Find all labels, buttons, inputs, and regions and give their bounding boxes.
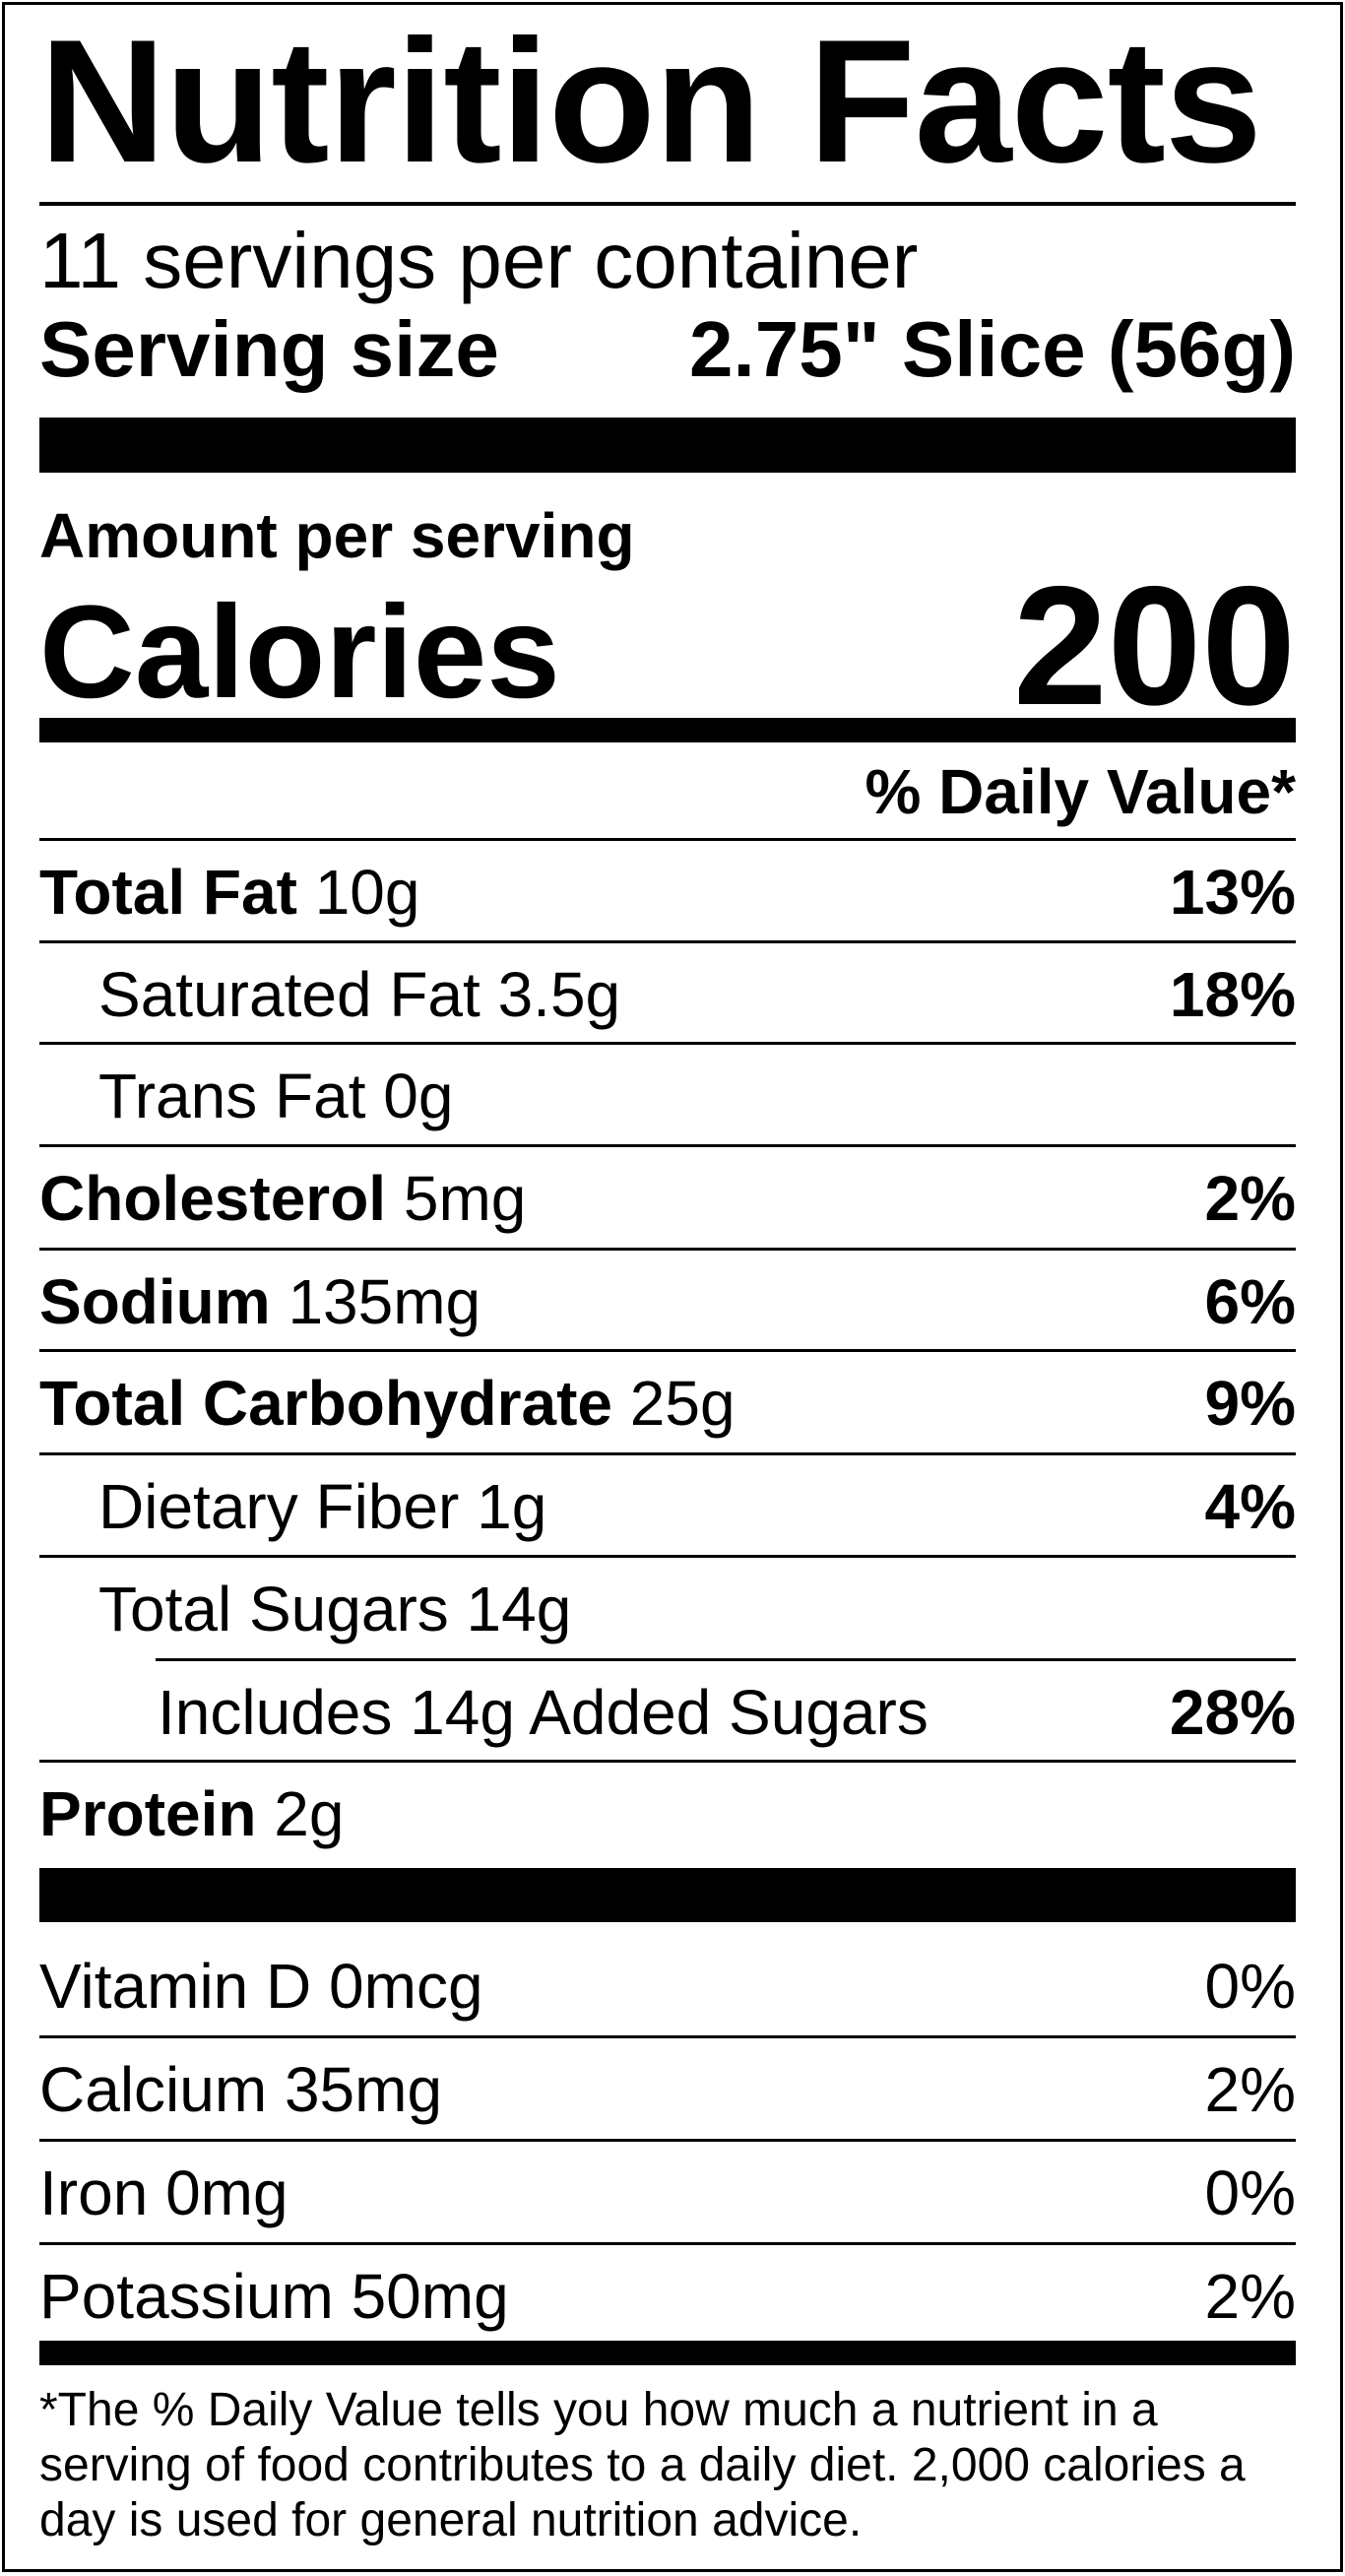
nutrient-name-amount: Trans Fat 0g	[39, 1060, 453, 1132]
vitamin-name: Potassium	[39, 2261, 334, 2332]
vitamin-daily-value: 0%	[1204, 1951, 1297, 2022]
nutrient-row: Total Sugars 14g	[39, 1558, 1296, 1660]
nutrient-name-amount: Total Carbohydrate 25g	[39, 1367, 736, 1440]
vitamin-daily-value: 0%	[1204, 2157, 1297, 2228]
nutrient-row: Includes 14g Added Sugars 28%	[39, 1661, 1296, 1764]
nutrient-row: Dietary Fiber 1g 4%	[39, 1455, 1296, 1558]
vitamin-daily-value: 2%	[1204, 2261, 1297, 2332]
row-divider	[39, 1248, 1296, 1251]
vitamin-name: Iron	[39, 2157, 149, 2228]
row-divider	[156, 1658, 1296, 1661]
serving-size-label: Serving size	[39, 305, 499, 393]
vitamin-amount: 0mcg	[329, 1951, 483, 2022]
nutrient-daily-value: 4%	[1204, 1471, 1297, 1542]
thick-bar-vitamins	[39, 1868, 1296, 1922]
vitamin-amount: 50mg	[351, 2261, 509, 2332]
thick-bar-top	[39, 418, 1296, 473]
nutrient-daily-value: 2%	[1204, 1163, 1297, 1234]
daily-value-header: % Daily Value*	[865, 756, 1296, 827]
nutrient-row: Saturated Fat 3.5g 18%	[39, 943, 1296, 1046]
nutrient-daily-value: 6%	[1204, 1266, 1297, 1337]
vitamin-name: Calcium	[39, 2054, 268, 2125]
footnote-line: day is used for general nutrition advice…	[39, 2494, 863, 2546]
nutrient-amount: 1g	[459, 1471, 547, 1542]
vitamin-name-amount: Calcium 35mg	[39, 2053, 442, 2126]
row-divider	[39, 1760, 1296, 1763]
vitamin-name-amount: Potassium 50mg	[39, 2260, 509, 2333]
nutrient-name: Trans Fat	[98, 1061, 366, 1131]
nutrient-name: Sodium	[39, 1266, 271, 1337]
vitamin-row: Calcium 35mg 2%	[39, 2038, 1296, 2141]
nutrient-name-amount: Sodium 135mg	[39, 1265, 480, 1338]
nutrient-name: Total Fat	[39, 857, 297, 928]
nutrient-name-amount: Includes 14g Added Sugars	[39, 1676, 929, 1749]
calories-label: Calories	[39, 579, 560, 726]
nutrient-row: Trans Fat 0g	[39, 1045, 1296, 1147]
nutrient-name: Protein	[39, 1778, 257, 1849]
nutrient-daily-value: 28%	[1169, 1677, 1296, 1748]
row-divider	[39, 1452, 1296, 1455]
nutrient-name-amount: Dietary Fiber 1g	[39, 1470, 546, 1543]
nutrient-row: Cholesterol 5mg 2%	[39, 1147, 1296, 1250]
vitamin-amount: 35mg	[284, 2054, 443, 2125]
nutrient-amount: 135mg	[270, 1266, 481, 1337]
label-title: Nutrition Facts	[39, 3, 1262, 199]
nutrient-amount: 3.5g	[480, 959, 621, 1030]
row-divider	[39, 2035, 1296, 2038]
nutrient-row: Protein 2g	[39, 1763, 1296, 1865]
calories-value: 200	[1013, 551, 1296, 741]
row-divider	[39, 1555, 1296, 1558]
title-rule	[39, 202, 1296, 206]
row-divider	[39, 2139, 1296, 2142]
row-divider	[39, 940, 1296, 943]
nutrient-amount: 0g	[365, 1061, 454, 1131]
nutrient-amount: 2g	[256, 1778, 345, 1849]
vitamin-row: Vitamin D 0mcg 0%	[39, 1935, 1296, 2037]
vitamin-name-amount: Vitamin D 0mcg	[39, 1950, 483, 2023]
footnote-line: serving of food contributes to a daily d…	[39, 2439, 1246, 2491]
vitamin-row: Potassium 50mg 2%	[39, 2245, 1296, 2348]
row-divider	[39, 838, 1296, 841]
nutrient-name-amount: Total Fat 10g	[39, 856, 419, 929]
servings-per-container: 11 servings per container	[39, 217, 919, 304]
row-divider	[39, 2242, 1296, 2245]
row-divider	[39, 1144, 1296, 1147]
row-divider	[39, 1349, 1296, 1352]
vitamin-row: Iron 0mg 0%	[39, 2142, 1296, 2244]
serving-size-value: 2.75" Slice (56g)	[688, 305, 1296, 393]
vitamin-amount: 0mg	[165, 2157, 288, 2228]
nutrient-amount: 14g	[448, 1574, 572, 1644]
nutrient-row: Total Carbohydrate 25g 9%	[39, 1352, 1296, 1454]
nutrient-amount: 10g	[296, 857, 420, 928]
nutrient-name: Total Carbohydrate	[39, 1368, 612, 1439]
nutrient-name: Dietary Fiber	[98, 1471, 460, 1542]
nutrient-daily-value: 18%	[1169, 959, 1296, 1030]
calories-bar	[39, 718, 1296, 742]
nutrient-name-amount: Saturated Fat 3.5g	[39, 958, 620, 1031]
thick-bar-bottom	[39, 2341, 1296, 2365]
vitamin-name-amount: Iron 0mg	[39, 2157, 288, 2229]
nutrient-daily-value: 9%	[1204, 1368, 1297, 1439]
nutrient-row: Sodium 135mg 6%	[39, 1251, 1296, 1353]
nutrient-name-amount: Protein 2g	[39, 1777, 344, 1850]
nutrient-name-amount: Total Sugars 14g	[39, 1573, 571, 1645]
footnote-line: *The % Daily Value tells you how much a …	[39, 2384, 1158, 2436]
nutrient-name-amount: Cholesterol 5mg	[39, 1162, 526, 1235]
nutrient-name: Total Sugars	[98, 1574, 449, 1644]
nutrient-name: Saturated Fat	[98, 959, 480, 1030]
nutrient-amount: 25g	[612, 1368, 736, 1439]
nutrient-row: Total Fat 10g 13%	[39, 841, 1296, 943]
nutrient-name: Cholesterol	[39, 1163, 387, 1234]
row-divider	[39, 1042, 1296, 1045]
vitamin-name: Vitamin D	[39, 1951, 312, 2022]
nutrient-daily-value: 13%	[1169, 857, 1296, 928]
vitamin-daily-value: 2%	[1204, 2054, 1297, 2125]
amount-per-serving: Amount per serving	[39, 500, 635, 571]
footnote: *The % Daily Value tells you how much a …	[39, 2383, 1246, 2548]
nutrient-amount: 5mg	[386, 1163, 527, 1234]
nutrient-name: Includes 14g Added Sugars	[158, 1677, 929, 1748]
